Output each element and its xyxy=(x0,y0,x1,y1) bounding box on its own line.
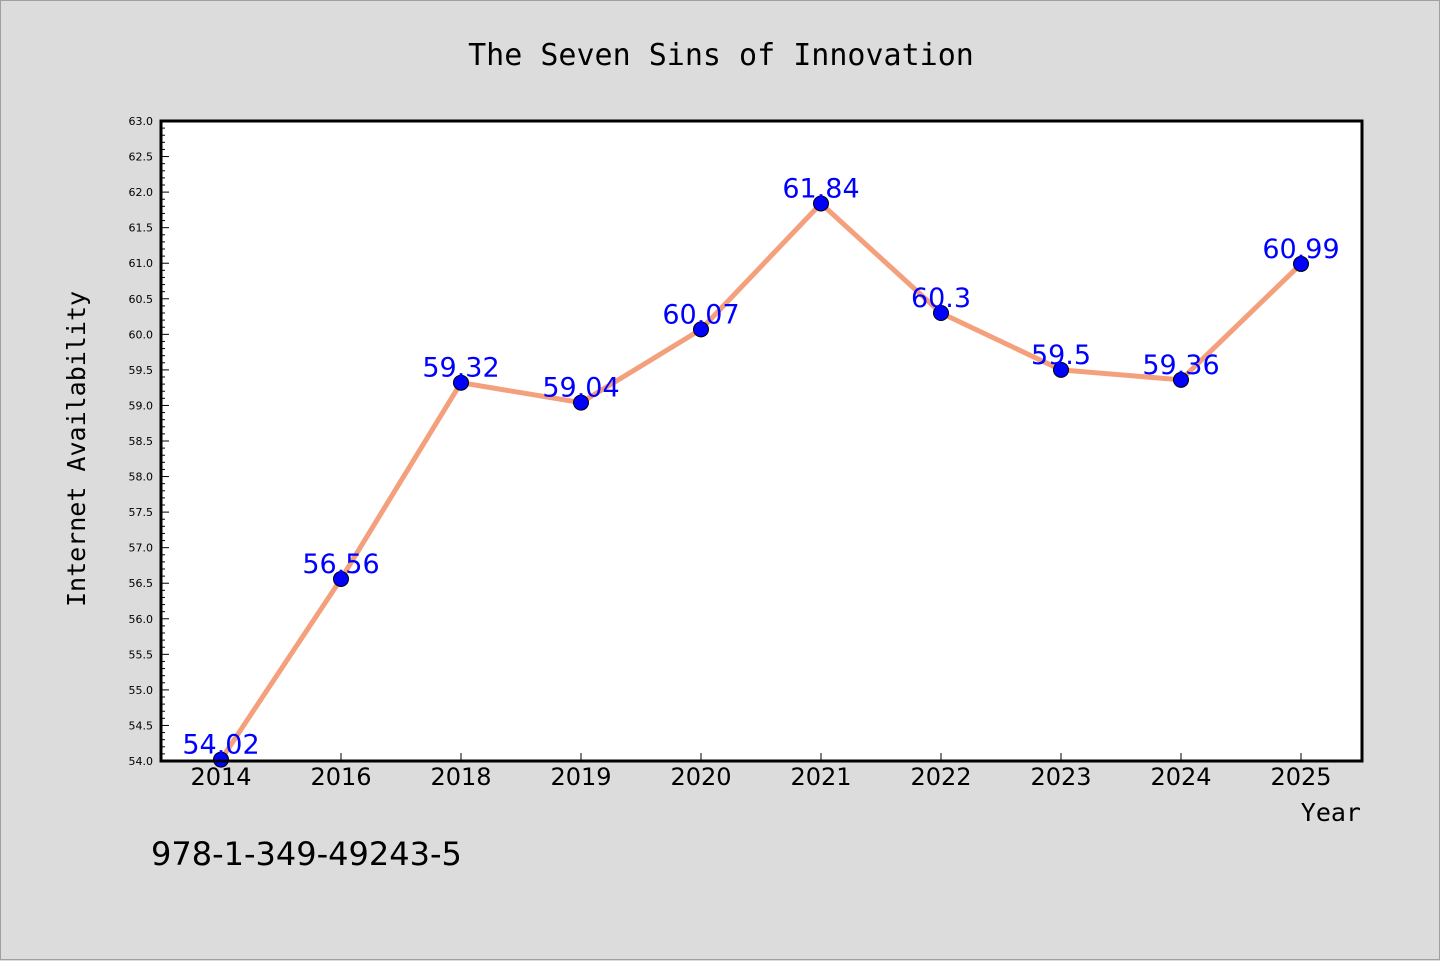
y-tick-label: 63.0 xyxy=(129,115,154,128)
plot-area xyxy=(161,121,1362,761)
y-axis-ticks: 54.0 54.5 55.0 55.5 56.0 56.5 57.0 57.5 58.0 58.5… xyxy=(129,115,169,768)
data-label: 60.99 xyxy=(1262,234,1339,265)
y-tick-label: 62.0 xyxy=(129,186,154,199)
x-tick-label: 2018 xyxy=(430,763,491,791)
x-tick-label: 2022 xyxy=(910,763,971,791)
data-point xyxy=(333,570,349,587)
y-tick-label: 58.0 xyxy=(129,471,154,484)
series-group: 54.02 56.56 59.32 59.04 60.07 61.84 60.3 59.5 59… xyxy=(182,173,1340,768)
data-label: 59.36 xyxy=(1142,350,1219,381)
data-point xyxy=(693,321,709,338)
y-tick-label: 59.0 xyxy=(129,399,154,412)
data-point xyxy=(933,305,949,321)
y-tick-label: 61.0 xyxy=(129,257,154,270)
data-point xyxy=(573,394,589,411)
x-tick-label: 2020 xyxy=(670,763,731,791)
x-tick-label: 2021 xyxy=(790,763,851,791)
y-tick-label: 59.5 xyxy=(129,364,154,377)
x-axis-ticks: 2014 2016 2018 2019 2020 2021 2022 2023 2024 2025 xyxy=(190,753,1332,791)
y-tick-label: 58.5 xyxy=(129,435,154,448)
y-tick-label: 57.5 xyxy=(129,506,154,519)
x-tick-label: 2016 xyxy=(310,763,371,791)
y-axis-label: Internet Availability xyxy=(62,291,91,607)
data-label: 54.02 xyxy=(182,730,259,761)
data-point xyxy=(1053,361,1069,378)
data-label: 59.04 xyxy=(542,373,619,404)
series-line xyxy=(218,200,1304,763)
y-tick-label: 56.5 xyxy=(129,577,154,590)
y-tick-label: 55.0 xyxy=(129,684,154,697)
x-tick-label: 2014 xyxy=(190,763,251,791)
x-tick-label: 2025 xyxy=(1270,763,1331,791)
footnote-code: 978-1-349-49243-5 xyxy=(151,835,462,873)
x-tick-label: 2019 xyxy=(550,763,611,791)
data-label: 60.3 xyxy=(911,283,971,314)
data-point xyxy=(453,374,469,391)
data-label: 56.56 xyxy=(302,549,379,580)
y-tick-label: 55.5 xyxy=(129,648,154,661)
x-axis-label: Year xyxy=(1301,798,1361,827)
data-label: 60.07 xyxy=(662,299,739,330)
y-tick-label: 61.5 xyxy=(129,222,154,235)
y-tick-label: 60.0 xyxy=(129,328,154,341)
data-point xyxy=(813,195,829,212)
y-tick-label: 54.0 xyxy=(129,755,154,768)
data-label: 61.84 xyxy=(782,173,859,204)
y-tick-label: 54.5 xyxy=(129,719,154,732)
data-label: 59.32 xyxy=(422,353,499,384)
data-point xyxy=(1173,371,1189,388)
data-label: 59.5 xyxy=(1031,340,1091,371)
x-tick-label: 2023 xyxy=(1030,763,1091,791)
data-point xyxy=(1293,255,1309,272)
y-tick-label: 62.5 xyxy=(129,151,154,164)
y-tick-label: 60.5 xyxy=(129,293,154,306)
chart-title: The Seven Sins of Innovation xyxy=(468,38,974,73)
y-tick-label: 57.0 xyxy=(129,542,154,555)
plot-frame xyxy=(159,119,1364,763)
x-tick-label: 2024 xyxy=(1150,763,1211,791)
y-tick-label: 56.0 xyxy=(129,613,154,626)
